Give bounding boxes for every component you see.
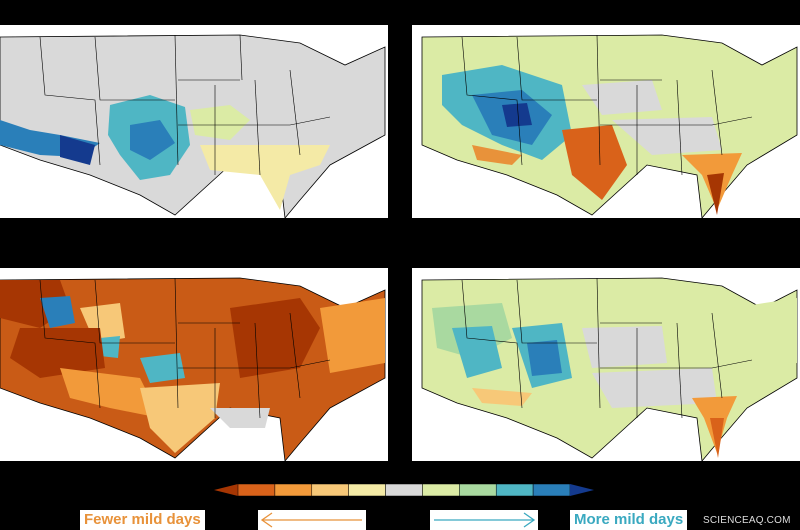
map-panel-top-left: [0, 25, 388, 218]
map-panel-bottom-right: [412, 268, 800, 461]
colorbar-tip-left: [214, 484, 238, 496]
colorbar-segment: [422, 484, 460, 496]
us-map-top-left: [0, 34, 386, 218]
colorbar-segment: [274, 484, 313, 496]
us-map-top-right: [421, 34, 798, 218]
us-map-bottom-left: [0, 277, 386, 461]
left-arrow-icon: [258, 510, 366, 530]
colorbar-segment: [459, 484, 497, 496]
colorbar-segment: [532, 484, 571, 496]
right-arrow-icon: [430, 510, 538, 530]
watermark: SCIENCEAQ.COM: [703, 515, 791, 526]
more-mild-days-label: More mild days: [570, 510, 688, 530]
colorbar: [214, 484, 594, 496]
map-panel-top-right: [412, 25, 800, 218]
fewer-mild-days-label: Fewer mild days: [80, 510, 205, 530]
colorbar-tip-right: [570, 484, 594, 496]
colorbar-segment: [237, 484, 276, 496]
us-map-bottom-right: [421, 277, 798, 461]
colorbar-segment: [495, 484, 534, 496]
colorbar-segment: [385, 484, 423, 496]
map-panel-bottom-left: [0, 268, 388, 461]
colorbar-segment: [311, 484, 349, 496]
colorbar-segment: [348, 484, 386, 496]
